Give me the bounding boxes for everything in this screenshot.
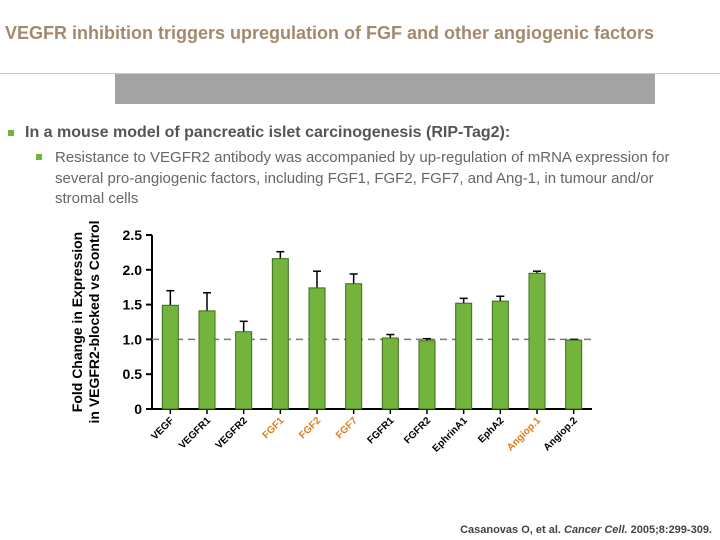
citation-text: 2005;8:299-309.: [627, 524, 712, 536]
bullet-marker: [8, 130, 14, 136]
bar: [565, 339, 583, 410]
x-tick-label: FGFR1: [365, 415, 396, 446]
bar: [198, 310, 216, 410]
x-tick-label: Angiop.2: [542, 415, 580, 453]
bar: [381, 337, 399, 410]
x-tick-label: FGF7: [334, 415, 360, 441]
y-axis-label: in VEGFR2-blocked vs Control: [86, 220, 102, 423]
y-tick-label: 2.5: [123, 227, 143, 243]
y-tick-label: 1.5: [123, 297, 143, 313]
x-tick-label: FGFR2: [402, 415, 433, 446]
bar: [235, 331, 253, 410]
x-tick-label: EphA2: [476, 415, 506, 445]
title-rule: [0, 73, 720, 74]
x-tick-label: FGF1: [261, 415, 287, 441]
bar: [271, 258, 289, 410]
slide-title: VEGFR inhibition triggers upregulation o…: [5, 23, 655, 43]
bar: [308, 287, 326, 410]
citation: Casanovas O, et al. Cancer Cell. 2005;8:…: [460, 524, 712, 536]
bar: [491, 300, 509, 410]
header-band: [115, 74, 655, 104]
bar: [455, 302, 473, 410]
citation-text: Casanovas O, et al.: [460, 524, 564, 536]
bar: [528, 272, 546, 410]
bar: [418, 340, 436, 410]
y-tick-label: 0.5: [123, 366, 143, 382]
citation-journal: Cancer Cell.: [564, 524, 628, 536]
x-tick-label: VEGF: [149, 415, 176, 442]
bar: [345, 283, 363, 410]
y-tick-label: 1.0: [123, 331, 143, 347]
y-tick-label: 0: [134, 401, 142, 417]
x-tick-label: EphrinA1: [431, 415, 471, 455]
bullet-marker: [36, 154, 42, 160]
y-tick-label: 2.0: [123, 262, 143, 278]
x-tick-label: Angiop.1: [505, 415, 543, 453]
x-tick-label: VEGFR1: [177, 415, 213, 451]
x-tick-label: FGF2: [297, 415, 323, 441]
y-axis-label: Fold Change in Expression: [69, 232, 85, 412]
bullet: In a mouse model of pancreatic islet car…: [25, 124, 511, 141]
x-tick-label: VEGFR2: [214, 415, 250, 451]
sub-bullet: Resistance to VEGFR2 antibody was accomp…: [55, 149, 670, 207]
bar: [161, 304, 179, 410]
